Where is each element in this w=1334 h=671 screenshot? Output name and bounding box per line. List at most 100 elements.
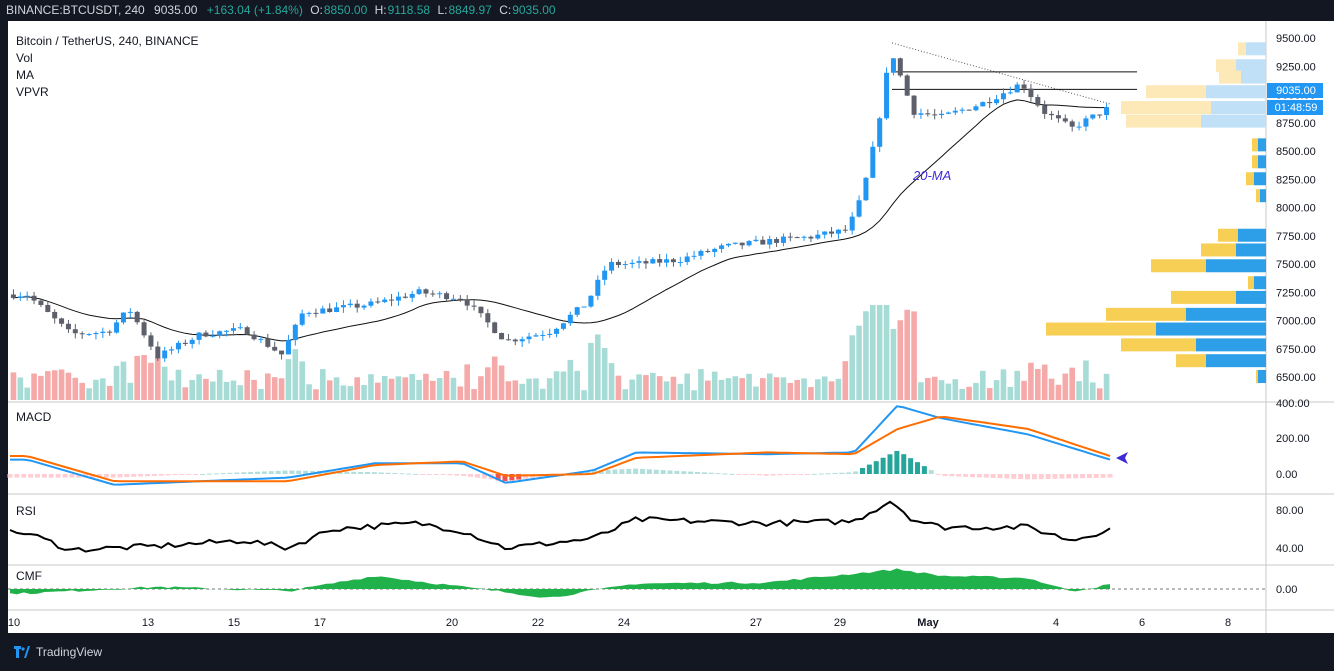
volume-bar [203, 378, 209, 400]
volume-bar [993, 380, 1000, 400]
volume-bar [1083, 360, 1089, 400]
macd-histogram-bar [406, 473, 412, 475]
macd-histogram-bar [708, 472, 714, 474]
vpvr-up-bar [1238, 228, 1266, 242]
macd-histogram-bar [378, 472, 384, 474]
volume-bar [93, 379, 99, 400]
macd-histogram-bar [605, 469, 611, 474]
macd-histogram-bar [729, 473, 735, 475]
macd-histogram-bar [96, 474, 102, 478]
candle-body [478, 306, 484, 314]
macd-histogram-bar [310, 470, 315, 474]
macd-histogram-bar [949, 474, 955, 477]
candle-body [959, 109, 965, 111]
volume-bar [278, 378, 285, 400]
volume-bar [595, 334, 601, 400]
candle-body [622, 264, 628, 266]
macd-histogram-bar [248, 471, 254, 474]
volume-bar [801, 378, 807, 400]
macd-histogram-bar [426, 474, 432, 475]
candle-body [835, 229, 841, 234]
candle-body [1090, 114, 1096, 119]
macd-histogram-bar [481, 474, 487, 479]
vpvr-down-bar [1256, 370, 1258, 383]
volume-bar [980, 370, 986, 400]
candle-body [526, 336, 532, 340]
volume-bar [643, 375, 649, 400]
candle-body [430, 293, 436, 295]
volume-bar [457, 386, 464, 400]
legend-ma[interactable]: MA [16, 68, 34, 82]
vpvr-down-bar [1106, 307, 1186, 321]
time-axis-label: 17 [314, 617, 326, 629]
volume-bar [464, 364, 470, 400]
tradingview-logo[interactable]: TradingView [14, 645, 102, 659]
candle-body [540, 334, 546, 336]
rsi-label[interactable]: RSI [16, 504, 36, 518]
macd-histogram [7, 450, 1113, 482]
legend-vol[interactable]: Vol [16, 51, 33, 65]
time-axis-label: 22 [532, 617, 544, 629]
volume-bar [533, 378, 539, 400]
macd-histogram-bar [750, 474, 755, 476]
volume-bar [189, 379, 195, 400]
candle-body [162, 350, 168, 359]
macd-histogram-bar [433, 474, 439, 475]
volume-bar [402, 377, 409, 400]
macd-histogram-bar [825, 473, 831, 475]
volume-bar [72, 377, 79, 400]
candle-body [890, 58, 896, 73]
volume-bar [1021, 380, 1027, 400]
legend-vpvr[interactable]: VPVR [16, 85, 49, 99]
volume-bar [58, 369, 65, 400]
volume-bar [326, 380, 333, 400]
macd-histogram-bar [591, 470, 597, 474]
macd-histogram-bar [701, 472, 707, 474]
candle-body [169, 349, 175, 351]
macd-histogram-bar [41, 474, 47, 478]
candle-body [829, 231, 835, 234]
time-axis[interactable]: 10 13 15 17 20 22 24 27 29 May 4 6 8 [8, 617, 1231, 629]
macd-histogram-bar [55, 474, 61, 478]
candle-body [636, 261, 642, 263]
macd-label[interactable]: MACD [16, 410, 52, 424]
candle-body [120, 312, 126, 323]
high-label: H: [374, 3, 387, 17]
candle-body [856, 200, 862, 217]
tradingview-icon [14, 646, 30, 658]
macd-histogram-bar [1038, 474, 1044, 480]
candle-body [512, 339, 518, 342]
price-tick-label: 7000.00 [1276, 316, 1316, 328]
price-axis-background [1266, 21, 1334, 633]
volume-bar [725, 378, 732, 400]
candle-body [485, 313, 491, 323]
volume-bar [1069, 367, 1075, 400]
candle-body [1000, 93, 1006, 100]
candle-body [402, 296, 408, 298]
cmf-label[interactable]: CMF [16, 569, 42, 583]
candle-body [945, 112, 951, 114]
macd-histogram-bar [976, 474, 982, 478]
candle-body [952, 110, 958, 113]
macd-histogram-bar [21, 474, 27, 478]
macd-histogram-bar [894, 450, 900, 474]
candle-body [712, 248, 718, 252]
candle-body [224, 330, 230, 332]
volume-bar [684, 373, 690, 400]
candle-body [79, 333, 85, 335]
candle-body [615, 261, 621, 266]
vpvr-up-bar [1241, 70, 1266, 84]
time-axis-label: 13 [142, 617, 154, 629]
macd-histogram-bar [138, 474, 144, 477]
trend-lines [891, 42, 1137, 105]
vpvr-histogram [1046, 42, 1266, 383]
macd-histogram-bar [358, 471, 364, 474]
macd-histogram-bar [784, 474, 790, 475]
volume-bar [670, 376, 677, 400]
candle-body [175, 342, 181, 350]
candle-body [389, 299, 395, 301]
symbol-name[interactable]: BINANCE:BTCUSDT, 240 [6, 3, 145, 17]
candle-body [45, 304, 51, 312]
